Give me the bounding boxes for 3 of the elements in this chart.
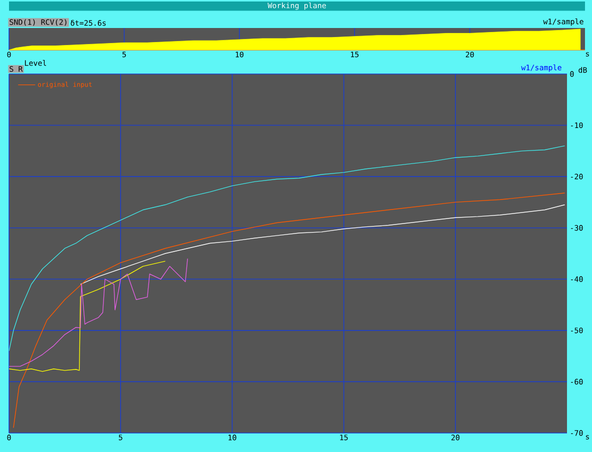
line-series xyxy=(9,258,188,367)
line-series xyxy=(9,260,166,372)
line-series xyxy=(13,192,566,428)
